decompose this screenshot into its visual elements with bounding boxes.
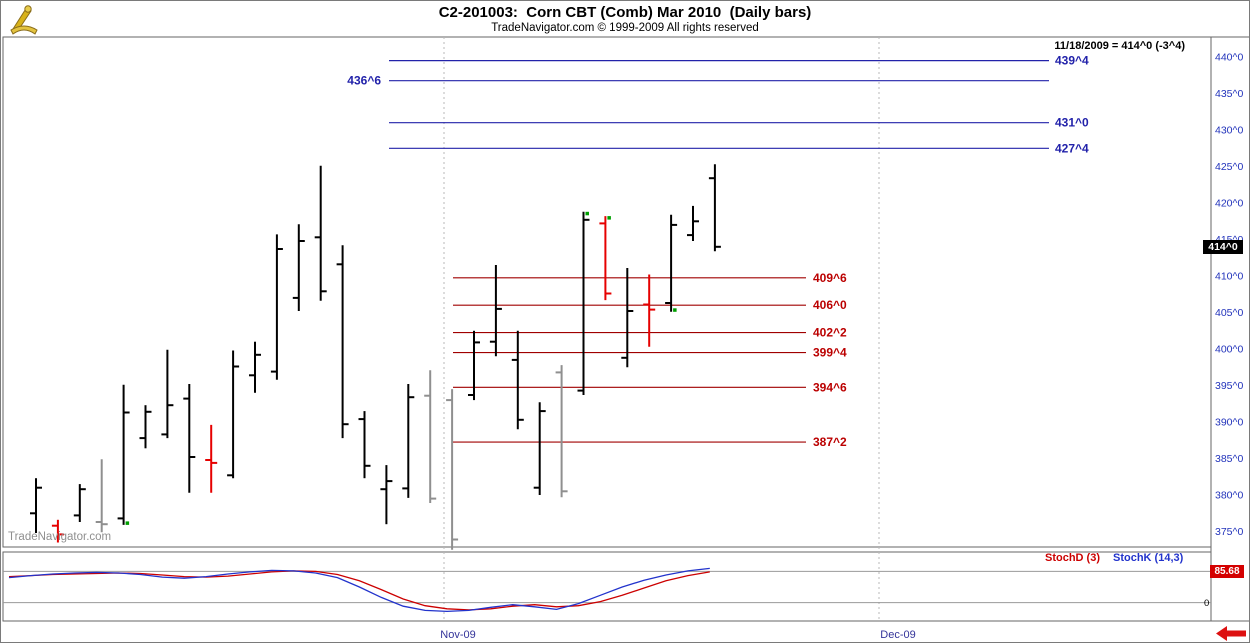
- scroll-left-button[interactable]: [1215, 625, 1247, 642]
- price-axis-label: 420^0: [1215, 198, 1243, 210]
- support-line-label: 406^0: [813, 298, 847, 312]
- stochk-line: [8, 567, 710, 613]
- price-axis-label: 380^0: [1215, 490, 1243, 502]
- support-line-label: 394^6: [813, 380, 847, 394]
- last-quote-readout: 11/18/2009 = 414^0 (-3^4): [1054, 40, 1185, 52]
- price-axis-label: 425^0: [1215, 161, 1243, 173]
- price-panel-border: [2, 36, 1212, 548]
- support-line-label: 399^4: [813, 346, 847, 360]
- price-axis-label: 430^0: [1215, 125, 1243, 137]
- date-axis-label: Nov-09: [440, 629, 475, 641]
- left-arrow-icon: [1216, 626, 1246, 641]
- price-axis-label: 395^0: [1215, 380, 1243, 392]
- support-line-label: 387^2: [813, 435, 847, 449]
- signal-marker: [673, 308, 677, 312]
- price-axis-label: 435^0: [1215, 88, 1243, 100]
- stochd-label: StochD (3): [1045, 552, 1100, 564]
- resistance-line-label: 436^6: [347, 74, 381, 88]
- support-line-label: 409^6: [813, 271, 847, 285]
- watermark-text: TradeNavigator.com: [8, 531, 112, 543]
- price-axis-label: 390^0: [1215, 417, 1243, 429]
- chart-title: C2-201003: Corn CBT (Comb) Mar 2010 (Dai…: [438, 4, 812, 21]
- signal-marker: [585, 211, 589, 216]
- support-line-label: 402^2: [813, 326, 847, 340]
- signal-marker: [607, 216, 611, 220]
- price-axis-label: 385^0: [1215, 453, 1243, 465]
- stoch-panel-border: [2, 551, 1212, 622]
- stoch-value-badge: 85.68: [1210, 565, 1244, 578]
- trade-navigator-logo-icon: [7, 3, 41, 35]
- resistance-line-label: 431^0: [1055, 116, 1089, 130]
- last-price-badge: 414^0: [1203, 240, 1243, 254]
- price-axis-label: 405^0: [1215, 307, 1243, 319]
- resistance-line-label: 439^4: [1055, 54, 1089, 68]
- stochk-label: StochK (14,3): [1113, 552, 1184, 564]
- price-axis-label: 440^0: [1215, 52, 1243, 64]
- price-axis-label: 410^0: [1215, 271, 1243, 283]
- stochd-line: [8, 570, 710, 611]
- price-axis-label: 375^0: [1215, 526, 1243, 538]
- sextant-logo-graphic: [10, 5, 38, 35]
- price-axis-label: 400^0: [1215, 344, 1243, 356]
- signal-marker: [125, 521, 130, 525]
- date-axis-label: Dec-09: [880, 629, 915, 641]
- stoch-zero-label: 0: [1204, 598, 1210, 609]
- copyright-text: TradeNavigator.com © 1999-2009 All right…: [491, 22, 759, 34]
- resistance-line-label: 427^4: [1055, 141, 1089, 155]
